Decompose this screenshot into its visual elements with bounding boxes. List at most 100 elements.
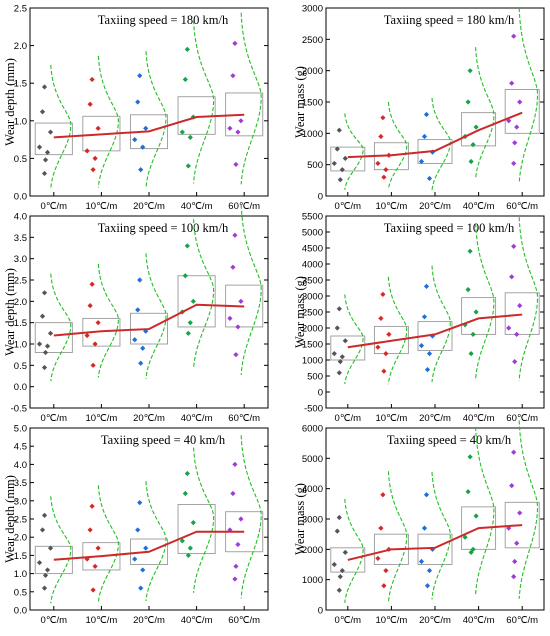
data-point — [47, 129, 54, 135]
plot-frame — [29, 7, 269, 197]
y-tick-label: 4.5 — [14, 442, 27, 453]
data-point — [421, 525, 428, 531]
x-tick-label: 60℃/m — [506, 615, 538, 626]
data-point — [331, 160, 337, 167]
data-point — [36, 560, 43, 566]
data-point — [184, 470, 190, 477]
plot-frame — [29, 427, 269, 611]
box — [82, 542, 121, 571]
data-point — [227, 315, 233, 321]
distribution-curve — [145, 253, 167, 379]
x-tick-label: 20℃/m — [419, 615, 451, 626]
distribution-curve — [240, 12, 262, 185]
y-tick-label: 4500 — [302, 244, 323, 255]
data-point — [184, 243, 190, 249]
chart-panel-4: -500 0 500 1000 1500 2000 2500 3000 3500 4000 4500… — [293, 212, 545, 424]
data-point — [137, 500, 143, 506]
data-point — [179, 538, 185, 544]
y-tick-label: 0.5 — [14, 154, 27, 165]
data-point — [423, 283, 430, 289]
box — [373, 325, 409, 355]
data-point — [421, 133, 428, 140]
x-tick-label: 0℃/m — [335, 615, 362, 626]
data-point — [185, 163, 191, 169]
data-point — [380, 291, 386, 297]
y-tick-label: 2.0 — [14, 533, 27, 544]
data-point — [235, 324, 241, 330]
box — [330, 146, 366, 172]
chart-title: Taxiing speed = 40 km/h — [387, 433, 512, 447]
y-tick-label: 2500 — [302, 35, 323, 46]
data-point — [506, 325, 512, 331]
x-tick-label: 20℃/m — [133, 615, 165, 626]
distribution-curve — [387, 276, 408, 385]
data-point — [334, 146, 340, 152]
data-point — [92, 155, 98, 161]
data-point — [418, 158, 425, 165]
data-point — [47, 545, 54, 551]
y-tick-label: 5.0 — [14, 424, 27, 435]
data-point — [39, 109, 46, 115]
data-point — [84, 332, 90, 339]
chart-panel-2: 0 500 1000 1500 2000 2500 3000 Wear mass (g) Tax… — [293, 4, 545, 212]
data-point — [337, 359, 343, 365]
y-tick-label: 1000 — [302, 356, 323, 367]
distribution-curve — [97, 485, 119, 603]
distribution-curve — [344, 498, 364, 603]
y-tick-label: 1000 — [302, 129, 323, 140]
data-point — [421, 314, 428, 320]
y-tick-label: 0.5 — [14, 587, 27, 598]
box — [34, 545, 73, 575]
data-point — [42, 157, 49, 163]
y-tick-label: 3000 — [302, 4, 323, 15]
data-point — [383, 167, 389, 173]
x-tick-label: 20℃/m — [419, 413, 451, 424]
y-axis-label: Wear depth (mm) — [3, 58, 17, 146]
y-tick-label: 2.0 — [14, 297, 27, 308]
distribution-curve — [50, 496, 72, 604]
data-point — [378, 525, 384, 531]
data-point — [36, 341, 43, 347]
data-point — [470, 546, 476, 552]
data-point — [465, 287, 471, 293]
data-point — [468, 549, 474, 555]
data-point — [187, 134, 193, 140]
data-point — [514, 124, 520, 130]
box — [129, 312, 169, 345]
data-point — [514, 331, 520, 337]
data-point — [470, 142, 476, 148]
y-tick-label: 5000 — [302, 454, 323, 465]
data-point — [187, 320, 193, 326]
y-tick-label: 1.0 — [14, 340, 27, 351]
y-tick-label: 0 — [318, 192, 323, 203]
data-point — [44, 343, 51, 349]
box — [330, 547, 366, 573]
distribution-curve — [145, 481, 167, 602]
data-point — [95, 125, 101, 131]
box — [177, 275, 216, 328]
x-tick-label: 40℃/m — [463, 201, 495, 212]
x-tick-label: 0℃/m — [41, 413, 68, 424]
data-point — [418, 343, 425, 349]
y-axis-label: Wear depth (mm) — [3, 268, 17, 356]
data-point — [462, 534, 468, 540]
box — [129, 538, 169, 565]
box — [177, 503, 216, 555]
y-tick-label: 2000 — [302, 66, 323, 77]
data-point — [511, 160, 517, 167]
distribution-curve — [431, 98, 451, 191]
data-point — [190, 298, 196, 304]
data-point — [233, 161, 239, 168]
data-point — [47, 330, 54, 336]
y-tick-label: 3000 — [302, 515, 323, 526]
y-tick-label: 1.5 — [14, 79, 27, 90]
x-tick-label: 60℃/m — [228, 413, 260, 424]
data-point — [511, 243, 517, 249]
data-point — [381, 583, 387, 589]
y-tick-label: 3.0 — [14, 496, 27, 507]
box — [461, 112, 497, 147]
data-point — [473, 309, 479, 315]
data-point — [140, 144, 146, 150]
x-tick-label: 10℃/m — [86, 615, 118, 626]
data-point — [87, 101, 93, 107]
